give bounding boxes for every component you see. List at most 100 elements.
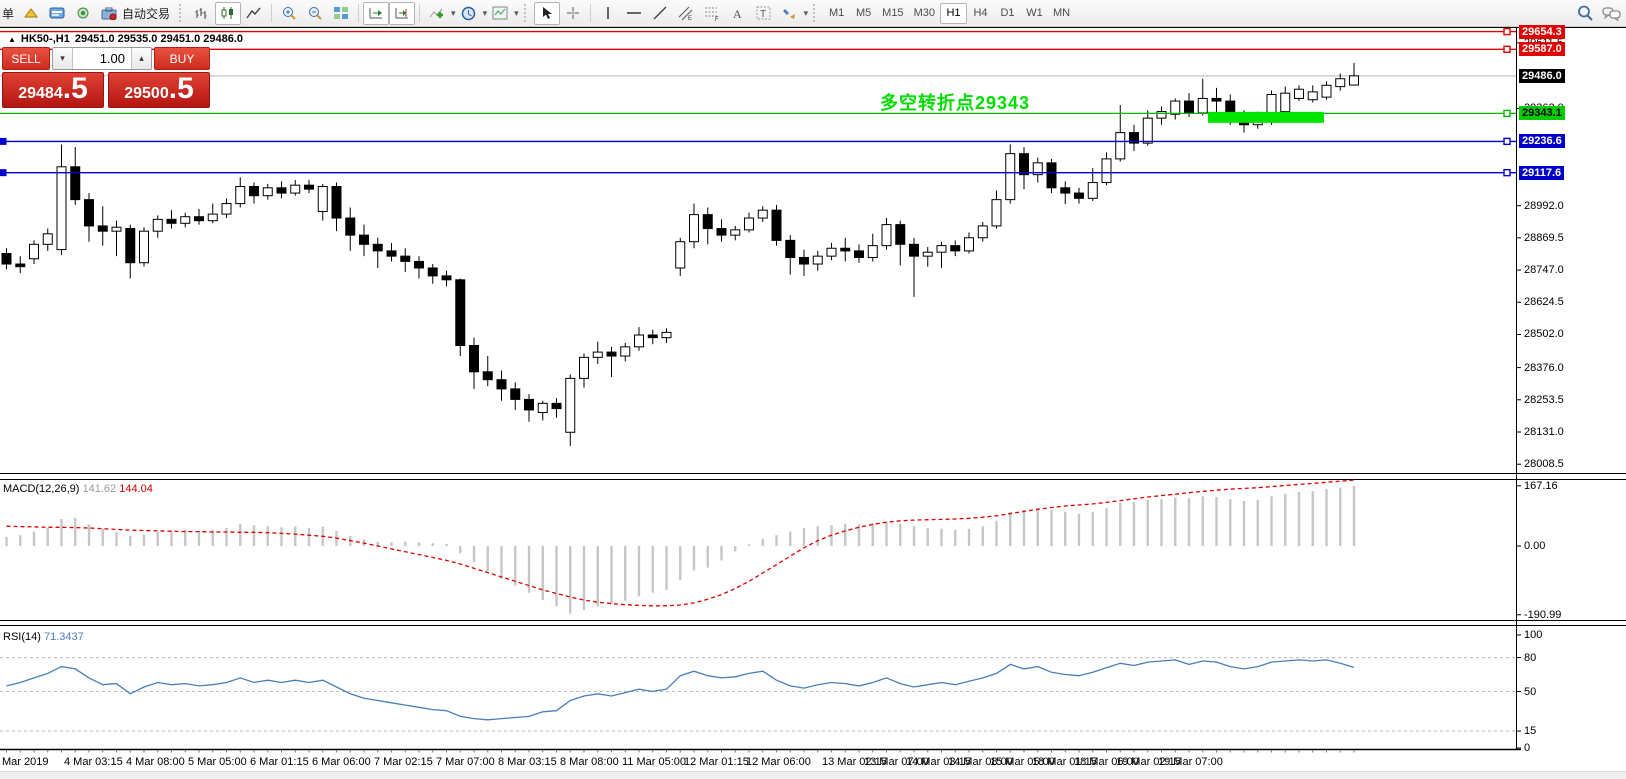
pivot-highlight-bar[interactable] — [1208, 111, 1324, 123]
candle-body — [111, 226, 122, 232]
chart-line-icon[interactable] — [241, 2, 267, 25]
timeframe-button-h4[interactable]: H4 — [973, 7, 988, 19]
bid-price-main: 29484 — [18, 85, 63, 102]
price-badge-blue: 29236.6 — [1519, 134, 1565, 149]
new-order-button[interactable]: 单 — [2, 6, 15, 21]
price-tick-label: 28502.0 — [1524, 328, 1564, 341]
candle-body — [689, 214, 699, 243]
timeframe-button-m30[interactable]: M30 — [913, 7, 935, 19]
rsi-axis-label: 0 — [1524, 742, 1531, 754]
candle-body — [359, 234, 369, 245]
text-icon[interactable]: A — [725, 2, 751, 25]
candle-body — [455, 279, 466, 347]
price-badge-blue: 29117.6 — [1519, 165, 1565, 180]
pivot-annotation[interactable]: 多空转折点29343 — [880, 93, 1031, 113]
candle-body — [524, 398, 534, 411]
profiles-icon[interactable] — [18, 2, 44, 25]
toolbar-grip[interactable] — [813, 4, 818, 22]
candle-body — [510, 388, 521, 400]
arrows-dropdown-icon[interactable]: ▾ — [803, 7, 809, 18]
arrows-icon[interactable] — [777, 2, 803, 25]
candle-body — [634, 334, 644, 348]
timeframe-button-d1[interactable]: D1 — [1000, 7, 1015, 19]
timeframe-button-m1[interactable]: M1 — [829, 7, 845, 19]
indicators-dropdown-icon[interactable]: ▾ — [451, 7, 456, 18]
timeframe-button-m5[interactable]: M5 — [856, 7, 872, 19]
candle-body — [180, 216, 191, 224]
volume-decrease-button[interactable]: ▾ — [53, 48, 73, 69]
time-axis-label: 6 Mar 01:15 — [250, 756, 309, 768]
toolbar-grip[interactable] — [523, 4, 529, 22]
candle-body — [826, 247, 837, 257]
autotrading-label[interactable]: 自动交易 — [122, 6, 171, 21]
rsi-value: 71.3437 — [43, 631, 84, 643]
fibonacci-icon[interactable]: F — [699, 2, 725, 25]
candle-body — [840, 247, 851, 252]
timeframe-button-m15[interactable]: M15 — [882, 7, 904, 19]
buy-button[interactable]: BUY — [154, 47, 210, 70]
zoom-out-icon[interactable] — [302, 2, 328, 25]
candle-body — [139, 230, 149, 264]
chart-bars-icon[interactable] — [189, 2, 215, 25]
periods-icon[interactable] — [456, 2, 482, 25]
tile-windows-icon[interactable] — [328, 2, 354, 25]
symbol-period-label: HK50-,H1 — [20, 33, 70, 45]
trendline-icon[interactable] — [647, 2, 673, 25]
horizontal-line-icon[interactable] — [621, 2, 647, 25]
periods-dropdown-icon[interactable]: ▾ — [482, 7, 488, 18]
time-axis-label: 14 Mar 03:15 — [906, 756, 971, 768]
templates-dropdown-icon[interactable]: ▾ — [514, 7, 519, 18]
time-axis-label: 5 Mar 05:00 — [188, 756, 247, 768]
timeframe-button-h1[interactable]: H1 — [939, 2, 967, 24]
candle-body — [276, 187, 287, 194]
candle-body — [194, 216, 204, 222]
candle-body — [1074, 192, 1084, 199]
text-label-icon[interactable]: T — [751, 2, 777, 25]
collapse-panel-arrow[interactable]: ▲ — [8, 34, 16, 44]
time-axis-label: 4 Mar 08:00 — [126, 756, 185, 768]
ask-price-button[interactable]: 29500 .5 — [108, 72, 210, 108]
time-axis-label: 7 Mar 02:15 — [374, 756, 433, 768]
indicators-icon[interactable] — [424, 2, 450, 25]
channel-icon[interactable]: E — [673, 2, 699, 25]
candle-body — [1335, 78, 1346, 88]
candle-body — [551, 402, 562, 410]
autotrading-icon[interactable] — [96, 2, 122, 25]
time-axis-label: 13 Mar 02:15 — [822, 756, 887, 768]
signals-icon[interactable] — [70, 2, 96, 25]
rsi-line — [6, 659, 1355, 721]
timeframe-button-w1[interactable]: W1 — [1026, 7, 1043, 19]
candle-body — [1019, 153, 1029, 176]
bid-price-button[interactable]: 29484 .5 — [2, 72, 104, 108]
candle-body — [441, 275, 452, 281]
terminal-icon[interactable] — [44, 2, 70, 25]
time-axis-label: 18 Mar 01:15 — [1032, 756, 1097, 768]
timeframe-button-mn[interactable]: MN — [1052, 7, 1071, 19]
candle-body — [771, 209, 782, 241]
zoom-in-icon[interactable] — [276, 2, 302, 25]
candle-body — [414, 260, 424, 269]
auto-scroll-icon[interactable] — [363, 1, 390, 25]
sell-button[interactable]: SELL — [2, 47, 50, 70]
candle-body — [757, 209, 768, 219]
price-tick-label: 28131.0 — [1524, 425, 1564, 438]
toolbar-grip[interactable] — [179, 4, 184, 22]
volume-input[interactable] — [73, 48, 131, 69]
templates-icon[interactable] — [487, 2, 513, 25]
window-bottom-strip — [0, 771, 1626, 779]
cursor-icon[interactable] — [533, 1, 560, 25]
vertical-line-icon[interactable] — [595, 2, 621, 25]
time-axis-label: 8 Mar 03:15 — [498, 756, 557, 768]
volume-increase-button[interactable]: ▴ — [131, 48, 151, 69]
rsi-label: RSI(14) 71.3437 — [3, 631, 84, 643]
chart-shift-icon[interactable] — [389, 1, 416, 25]
chat-icon[interactable] — [1598, 2, 1624, 25]
crosshair-icon[interactable] — [560, 2, 586, 25]
macd-value-main: 141.62 — [82, 483, 117, 495]
candle-body — [400, 255, 411, 262]
search-icon[interactable] — [1572, 2, 1598, 25]
candle-body — [1321, 84, 1332, 98]
chart-candles-icon[interactable] — [215, 1, 242, 25]
candle-body — [29, 243, 39, 260]
